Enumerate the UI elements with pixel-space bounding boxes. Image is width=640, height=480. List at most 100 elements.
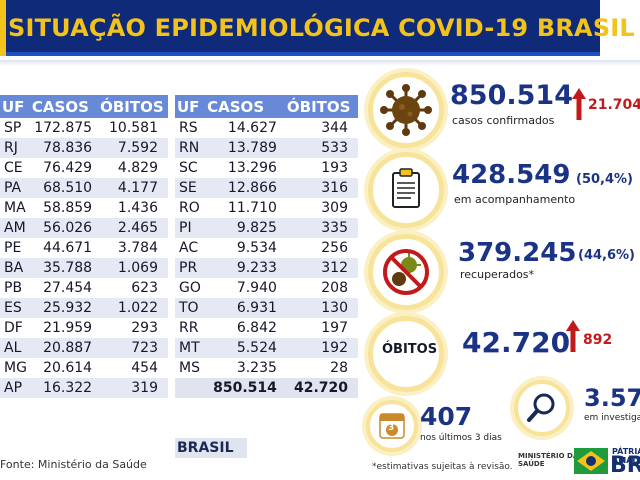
table-row: AP 16.322 319 xyxy=(0,378,168,398)
cell-casos: 20.614 xyxy=(43,360,93,376)
total-obitos: 42.720 xyxy=(284,378,358,398)
virus-circle xyxy=(368,72,444,148)
investigation-value: 3.57 xyxy=(584,384,640,412)
calendar-day: 3 xyxy=(388,423,395,433)
monitoring-value: 428.549 xyxy=(452,160,571,190)
cell-obitos: 7.592 xyxy=(98,138,168,158)
cell-casos: 20.887 xyxy=(29,338,99,358)
cell-casos: 7.940 xyxy=(236,280,277,296)
investigation-label: em investigaç xyxy=(584,413,640,423)
table-row: PE 44.671 3.784 xyxy=(0,238,168,258)
cell-uf: PE xyxy=(4,240,22,256)
crossed-virus-icon xyxy=(383,249,429,295)
ministry-logo-line2: SAÚDE xyxy=(518,460,545,468)
cell-obitos: 208 xyxy=(321,280,348,296)
col-obitos: ÓBITOS xyxy=(98,95,168,118)
page-title: SITUAÇÃO EPIDEMIOLÓGICA COVID-19 BRASIL xyxy=(8,14,635,42)
cell-obitos: 197 xyxy=(321,320,348,336)
cell-obitos: 723 xyxy=(98,338,168,358)
cell-casos: 6.931 xyxy=(205,298,285,318)
col-obitos: ÓBITOS xyxy=(284,95,358,118)
deaths-increase: 892 xyxy=(583,332,613,348)
states-table-left: UF CASOS ÓBITOS SP 172.875 10.581 RJ 78.836 7… xyxy=(0,95,168,398)
ministry-logo-line1: MINISTÉRIO DA xyxy=(518,452,579,460)
virus-icon xyxy=(380,84,432,136)
table-row: MT 5.524 192 xyxy=(175,338,358,358)
cell-obitos: 4.829 xyxy=(117,160,158,176)
confirmed-label: casos confirmados xyxy=(452,114,555,127)
table-header-row: UF CASOS ÓBITOS xyxy=(0,95,168,118)
up-arrow-icon xyxy=(572,88,586,120)
cell-obitos: 319 xyxy=(98,378,168,398)
cell-casos: 9.233 xyxy=(205,258,285,278)
cell-casos: 44.671 xyxy=(43,240,93,256)
total-label: BRASIL xyxy=(175,438,247,458)
cell-casos: 56.026 xyxy=(29,218,99,238)
table-row: AL 20.887 723 xyxy=(0,338,168,358)
cell-obitos: 533 xyxy=(284,138,358,158)
cell-uf: AP xyxy=(0,378,30,398)
cell-uf: SC xyxy=(179,160,198,176)
total-row: 850.514 42.720 xyxy=(175,378,358,398)
cell-casos: 9.825 xyxy=(205,218,285,238)
cell-obitos: 192 xyxy=(284,338,358,358)
cell-uf: MA xyxy=(4,200,26,216)
cell-uf: AL xyxy=(0,338,30,358)
search-circle xyxy=(514,380,570,436)
deaths-label: ÓBITOS xyxy=(382,342,438,357)
cell-casos: 78.836 xyxy=(29,138,99,158)
table-row: DF 21.959 293 xyxy=(0,318,168,338)
col-uf: UF xyxy=(175,95,206,118)
cell-obitos: 10.581 xyxy=(109,120,158,136)
cell-uf: RS xyxy=(179,120,198,136)
up-arrow-icon xyxy=(566,320,580,352)
cell-uf: MS xyxy=(179,360,200,376)
table-row: RO 11.710 309 xyxy=(175,198,358,218)
cell-casos: 14.627 xyxy=(227,120,277,136)
cell-uf: AC xyxy=(179,240,199,256)
cell-casos: 21.959 xyxy=(43,320,93,336)
cell-uf: PR xyxy=(175,258,206,278)
cell-uf: TO xyxy=(175,298,206,318)
col-uf: UF xyxy=(0,95,30,118)
table-row: CE 76.429 4.829 xyxy=(0,158,168,178)
cell-uf: MG xyxy=(4,360,27,376)
cell-uf: BA xyxy=(0,258,30,278)
table-row: RJ 78.836 7.592 xyxy=(0,138,168,158)
table-row: RS 14.627 344 xyxy=(175,118,358,138)
col-casos: CASOS xyxy=(205,95,285,118)
clipboard-circle xyxy=(368,152,444,228)
calendar-circle: 3 xyxy=(366,400,418,452)
recovered-pct: (44,6%) xyxy=(578,248,635,263)
confirmed-value: 850.514 xyxy=(450,80,573,111)
estimate-note: *estimativas sujeitas à revisão. xyxy=(372,462,513,472)
table-row: BA 35.788 1.069 xyxy=(0,258,168,278)
cell-casos: 16.322 xyxy=(29,378,99,398)
ministry-logo: MINISTÉRIO DA SAÚDE xyxy=(518,452,578,468)
cell-casos: 11.710 xyxy=(227,200,277,216)
deaths-value: 42.720 xyxy=(462,326,571,359)
cell-uf: MT xyxy=(175,338,206,358)
cell-obitos: 316 xyxy=(284,178,358,198)
recovered-value: 379.245 xyxy=(458,238,577,268)
table-row: PI 9.825 335 xyxy=(175,218,358,238)
table-row: SC 13.296 193 xyxy=(175,158,358,178)
last-days-label: nos últimos 3 dias xyxy=(420,433,502,443)
last-days-value: 407 xyxy=(420,402,473,431)
deaths-circle xyxy=(368,316,444,392)
cell-obitos: 1.022 xyxy=(98,298,168,318)
cell-uf: RN xyxy=(175,138,206,158)
cell-obitos: 1.436 xyxy=(117,200,158,216)
cell-obitos: 309 xyxy=(321,200,348,216)
magnifier-icon xyxy=(527,393,555,422)
cell-uf: PI xyxy=(175,218,206,238)
cell-casos: 13.789 xyxy=(205,138,285,158)
table-row: RN 13.789 533 xyxy=(175,138,358,158)
cell-uf: AM xyxy=(0,218,30,238)
cell-casos: 25.932 xyxy=(29,298,99,318)
cell-uf: GO xyxy=(179,280,201,296)
cell-uf: RO xyxy=(179,200,200,216)
table-row: MA 58.859 1.436 xyxy=(0,198,168,218)
total-blank xyxy=(175,378,206,398)
